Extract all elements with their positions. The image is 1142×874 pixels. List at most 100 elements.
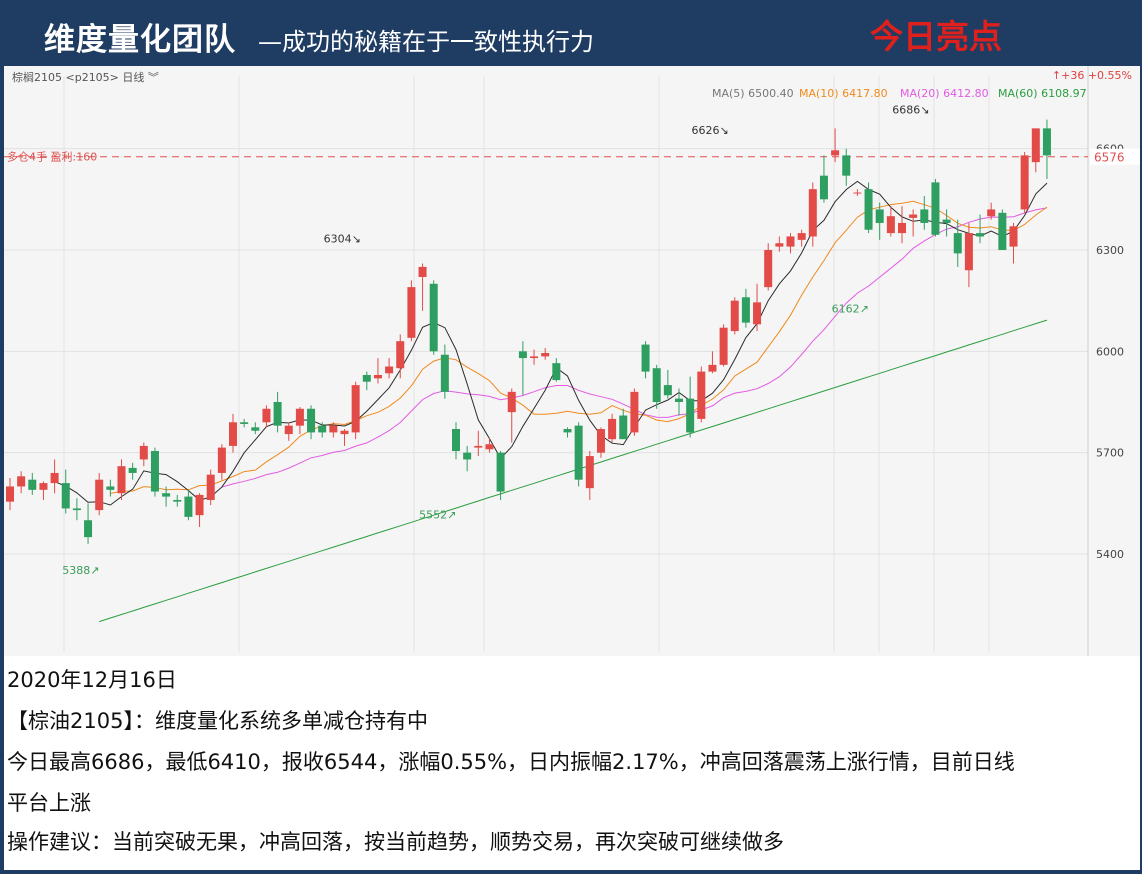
- candle-up: [206, 474, 215, 500]
- candle-down: [675, 398, 683, 403]
- candle-up: [17, 476, 26, 487]
- candle-up: [886, 216, 895, 234]
- candle-up: [1031, 128, 1040, 163]
- candle-up: [909, 214, 918, 218]
- candle-up: [407, 287, 416, 338]
- candle-down: [976, 233, 985, 237]
- extreme-annotation: 6304↘: [324, 233, 361, 246]
- candle-down: [173, 499, 182, 502]
- candle-down: [842, 155, 851, 176]
- candle-down: [931, 182, 940, 235]
- candle-up: [340, 430, 349, 435]
- candle-down: [106, 486, 115, 490]
- ma-legend-item: MA(60) 6108.97: [998, 87, 1087, 100]
- candle-down: [641, 344, 650, 372]
- candle-down: [251, 427, 260, 431]
- candle-down: [552, 363, 561, 381]
- candle-up: [6, 486, 14, 502]
- ma-legend-item: MA(5) 6500.40: [712, 87, 794, 100]
- position-line-label: 多仓4手 盈利:160: [7, 150, 97, 164]
- candle-up: [1009, 226, 1018, 247]
- candle-up: [117, 466, 126, 494]
- candle-up: [853, 192, 862, 194]
- candle-down: [942, 219, 951, 223]
- candle-down: [1042, 128, 1051, 156]
- candle-up: [474, 445, 483, 448]
- candle-up: [39, 483, 48, 490]
- candle-up: [630, 391, 639, 433]
- trading-advice: 操作建议：当前突破无果，冲高回落，按当前趋势，顺势交易，再次突破可继续做多: [7, 830, 784, 854]
- highlight-badge: 今日亮点: [870, 17, 1002, 56]
- candle-down: [741, 297, 750, 323]
- candle-down: [440, 354, 449, 392]
- candle-up: [1020, 155, 1029, 210]
- ma-legend-item: MA(20) 6412.80: [900, 87, 989, 100]
- candle-down: [875, 209, 884, 223]
- candle-down: [61, 483, 70, 509]
- candle-up: [786, 236, 795, 247]
- candle-up: [229, 422, 237, 446]
- position-tag-background: [1090, 148, 1140, 165]
- candle-down: [998, 212, 1007, 250]
- ma-legend-item: MA(10) 6417.80: [799, 87, 888, 100]
- candle-up: [295, 408, 304, 426]
- candle-up: [195, 494, 204, 516]
- extreme-annotation: 6626↘: [692, 124, 729, 137]
- candle-down: [574, 425, 583, 480]
- candle-up: [139, 445, 148, 460]
- candle-down: [463, 452, 472, 460]
- candle-down: [162, 493, 171, 497]
- candle-down: [496, 452, 505, 492]
- candle-down: [184, 496, 193, 517]
- market-summary-line2: 平台上涨: [7, 791, 91, 815]
- extreme-annotation: 6162↗: [832, 303, 869, 316]
- candle-up: [262, 408, 271, 423]
- candle-up: [775, 243, 784, 247]
- commentary-panel: 2020年12月16日 【棕油2105】：维度量化系统多单减仓持有中 今日最高6…: [4, 656, 1140, 870]
- candle-up: [797, 233, 806, 240]
- candle-up: [373, 374, 382, 379]
- header-banner: 维度量化团队 —成功的秘籍在于一致性执行力 今日亮点: [0, 0, 1142, 66]
- candle-up: [530, 356, 539, 359]
- candle-down: [619, 415, 628, 440]
- extreme-annotation: 6686↘: [892, 104, 929, 117]
- candle-up: [418, 266, 427, 278]
- candle-up: [898, 222, 906, 234]
- candle-down: [28, 479, 37, 490]
- candle-up: [50, 472, 59, 484]
- ma60-line: [99, 319, 1048, 623]
- y-tick-label: 5700: [1096, 447, 1124, 460]
- candle-up: [351, 385, 360, 433]
- y-tick-label: 5400: [1096, 548, 1124, 561]
- candle-up: [753, 302, 762, 325]
- team-title: 维度量化团队: [44, 22, 236, 58]
- candle-up: [808, 189, 817, 237]
- candle-up: [541, 353, 550, 357]
- candle-up: [719, 327, 728, 365]
- candle-down: [240, 422, 249, 424]
- candle-up: [730, 300, 739, 332]
- candle-up: [764, 249, 773, 288]
- ma5-line: [54, 180, 1048, 506]
- candle-up: [987, 209, 996, 217]
- chart-background: [4, 66, 1140, 656]
- report-date: 2020年12月16日: [7, 668, 177, 692]
- candle-down: [84, 520, 93, 538]
- candle-up: [964, 233, 973, 271]
- market-summary-line1: 今日最高6686，最低6410，报收6544，涨幅0.55%，日内振幅2.17%…: [7, 750, 1015, 774]
- candle-down: [307, 408, 316, 433]
- candle-up: [507, 391, 516, 413]
- team-slogan: —成功的秘籍在于一致性执行力: [258, 28, 594, 56]
- candle-up: [284, 425, 293, 435]
- candle-down: [452, 429, 460, 451]
- candle-up: [608, 418, 617, 440]
- candle-down: [686, 398, 695, 433]
- candle-up: [697, 371, 706, 419]
- candle-down: [864, 189, 873, 230]
- y-tick-label: 6000: [1096, 345, 1124, 358]
- candle-up: [217, 447, 226, 473]
- candle-down: [920, 209, 929, 223]
- extreme-annotation: 5552↗: [419, 509, 456, 522]
- candle-down: [273, 402, 282, 426]
- chart-instrument-label[interactable]: 棕榈2105 <p2105> 日线 ︾: [12, 71, 159, 84]
